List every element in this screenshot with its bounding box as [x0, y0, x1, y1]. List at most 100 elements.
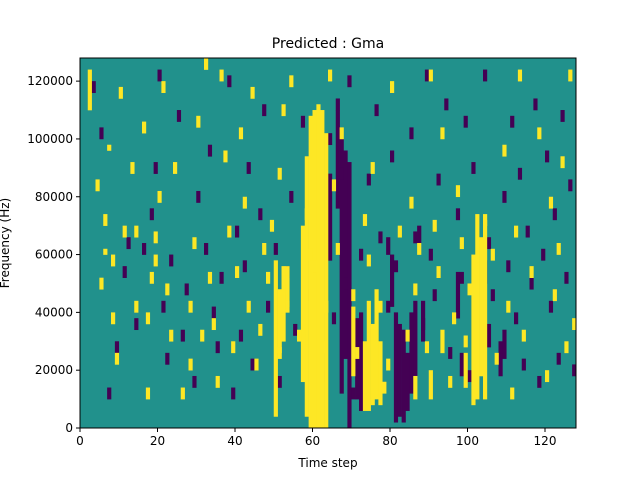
- x-tick-label: 20: [150, 434, 165, 448]
- heatmap-cell-high: [207, 271, 213, 284]
- heatmap-cell-high: [227, 225, 232, 238]
- heatmap-cell-low: [300, 115, 306, 128]
- heatmap-cell-low: [537, 375, 542, 388]
- heatmap-cell-low: [114, 341, 120, 354]
- heatmap-cell-high: [320, 110, 325, 429]
- y-tick-label: 80000: [35, 190, 73, 204]
- heatmap-cell-high: [370, 323, 375, 406]
- heatmap-cell-low: [246, 162, 251, 174]
- heatmap-cell-high: [428, 69, 433, 82]
- heatmap-cell-low: [328, 173, 333, 261]
- heatmap-cell-low: [405, 352, 410, 411]
- heatmap-cell-low: [219, 271, 224, 284]
- heatmap-cell-high: [366, 300, 371, 411]
- heatmap-cell-high: [281, 266, 286, 342]
- heatmap-cell-low: [227, 75, 232, 88]
- heatmap-cell-high: [517, 69, 523, 82]
- heatmap-cell-low: [386, 300, 391, 313]
- heatmap-cell-high: [142, 121, 147, 134]
- heatmap-cell-high: [103, 214, 108, 226]
- heatmap-cell-low: [401, 329, 406, 423]
- heatmap-cell-high: [483, 214, 488, 226]
- heatmap-cell-low: [107, 387, 112, 400]
- heatmap-cell-high: [316, 104, 321, 429]
- heatmap-cell-high: [568, 69, 573, 82]
- heatmap-cell-high: [335, 243, 340, 255]
- heatmap-cell-high: [448, 375, 453, 388]
- heatmap-cell-high: [118, 86, 123, 99]
- heatmap-cell-high: [277, 289, 282, 354]
- heatmap-cell-low: [510, 115, 515, 128]
- x-tick-label: 60: [305, 434, 320, 448]
- heatmap-cell-low: [514, 312, 519, 325]
- heatmap-cell-high: [502, 144, 507, 157]
- heatmap-cell-low: [277, 375, 282, 388]
- heatmap-cell-low: [153, 162, 158, 174]
- heatmap-cell-high: [413, 375, 418, 400]
- heatmap-cell-high: [355, 347, 360, 359]
- heatmap-cell-high: [297, 329, 302, 342]
- heatmap-cell-low: [289, 190, 294, 203]
- heatmap-cell-high: [215, 375, 220, 388]
- heatmap-cell-low: [262, 104, 267, 117]
- heatmap-cell-high: [111, 312, 116, 325]
- y-tick-label: 120000: [27, 74, 73, 88]
- heatmap-cell-low: [374, 104, 379, 117]
- heatmap-cell-high: [145, 312, 151, 325]
- heatmap-cell-high: [312, 260, 317, 273]
- heatmap-cell-low: [455, 271, 461, 319]
- heatmap-cell-high: [452, 312, 457, 325]
- heatmap-cell-high: [304, 156, 309, 417]
- heatmap-cell-high: [459, 237, 464, 250]
- heatmap-cell-low: [184, 283, 189, 296]
- y-tick-label: 0: [65, 421, 73, 435]
- heatmap-cell-low: [525, 225, 530, 238]
- heatmap-cell-high: [564, 341, 569, 354]
- heatmap-cell-low: [568, 179, 573, 192]
- heatmap-cell-high: [103, 248, 108, 255]
- heatmap-cell-low: [498, 347, 503, 377]
- heatmap-cell-low: [351, 387, 356, 400]
- heatmap-cell-low: [502, 329, 507, 359]
- heatmap-cell-low: [486, 323, 492, 348]
- heatmap-cell-high: [169, 329, 174, 342]
- heatmap-cell-high: [235, 266, 240, 278]
- heatmap-cell-high: [130, 162, 135, 174]
- heatmap-cell-low: [122, 266, 127, 278]
- heatmap-cell-high: [304, 208, 309, 221]
- x-axis: 0 20 40 60 80 100 120: [76, 428, 556, 448]
- heatmap-cell-low: [196, 190, 201, 203]
- heatmap-cell-low: [517, 167, 523, 180]
- heatmap-cell-high: [145, 387, 151, 400]
- heatmap-cell-high: [529, 266, 534, 278]
- heatmap-cell-high: [510, 387, 515, 400]
- heatmap-cell-high: [277, 347, 282, 359]
- heatmap-cell-high: [494, 352, 499, 365]
- heatmap-cell-low: [180, 329, 185, 342]
- heatmap-cell-low: [343, 150, 348, 359]
- heatmap-cell-high: [277, 167, 282, 180]
- heatmap-cell-low: [192, 375, 197, 388]
- heatmap-cell-high: [560, 156, 565, 169]
- heatmap-cell-low: [444, 98, 449, 111]
- heatmap-cell-low: [436, 173, 441, 186]
- heatmap-cell-low: [506, 260, 511, 273]
- heatmap-cell-low: [328, 133, 333, 146]
- heatmap-cell-high: [107, 144, 112, 151]
- heatmap-cell-high: [192, 237, 197, 250]
- heatmap-cell-high: [149, 271, 154, 284]
- heatmap-cell-high: [490, 248, 495, 261]
- x-tick-label: 40: [227, 434, 242, 448]
- chart-title: Predicted : Gma: [272, 36, 384, 52]
- heatmap-cell-low: [335, 98, 340, 111]
- heatmap-cell-high: [537, 127, 542, 140]
- plot-area: [79, 57, 577, 429]
- x-tick-label: 80: [382, 434, 397, 448]
- heatmap-cell-low: [207, 144, 213, 157]
- heatmap-cell-high: [258, 323, 263, 336]
- heatmap-cell-high: [273, 260, 278, 417]
- heatmap-cell-low: [548, 300, 554, 313]
- heatmap-cell-low: [347, 75, 352, 88]
- heatmap-cell-low: [572, 364, 577, 377]
